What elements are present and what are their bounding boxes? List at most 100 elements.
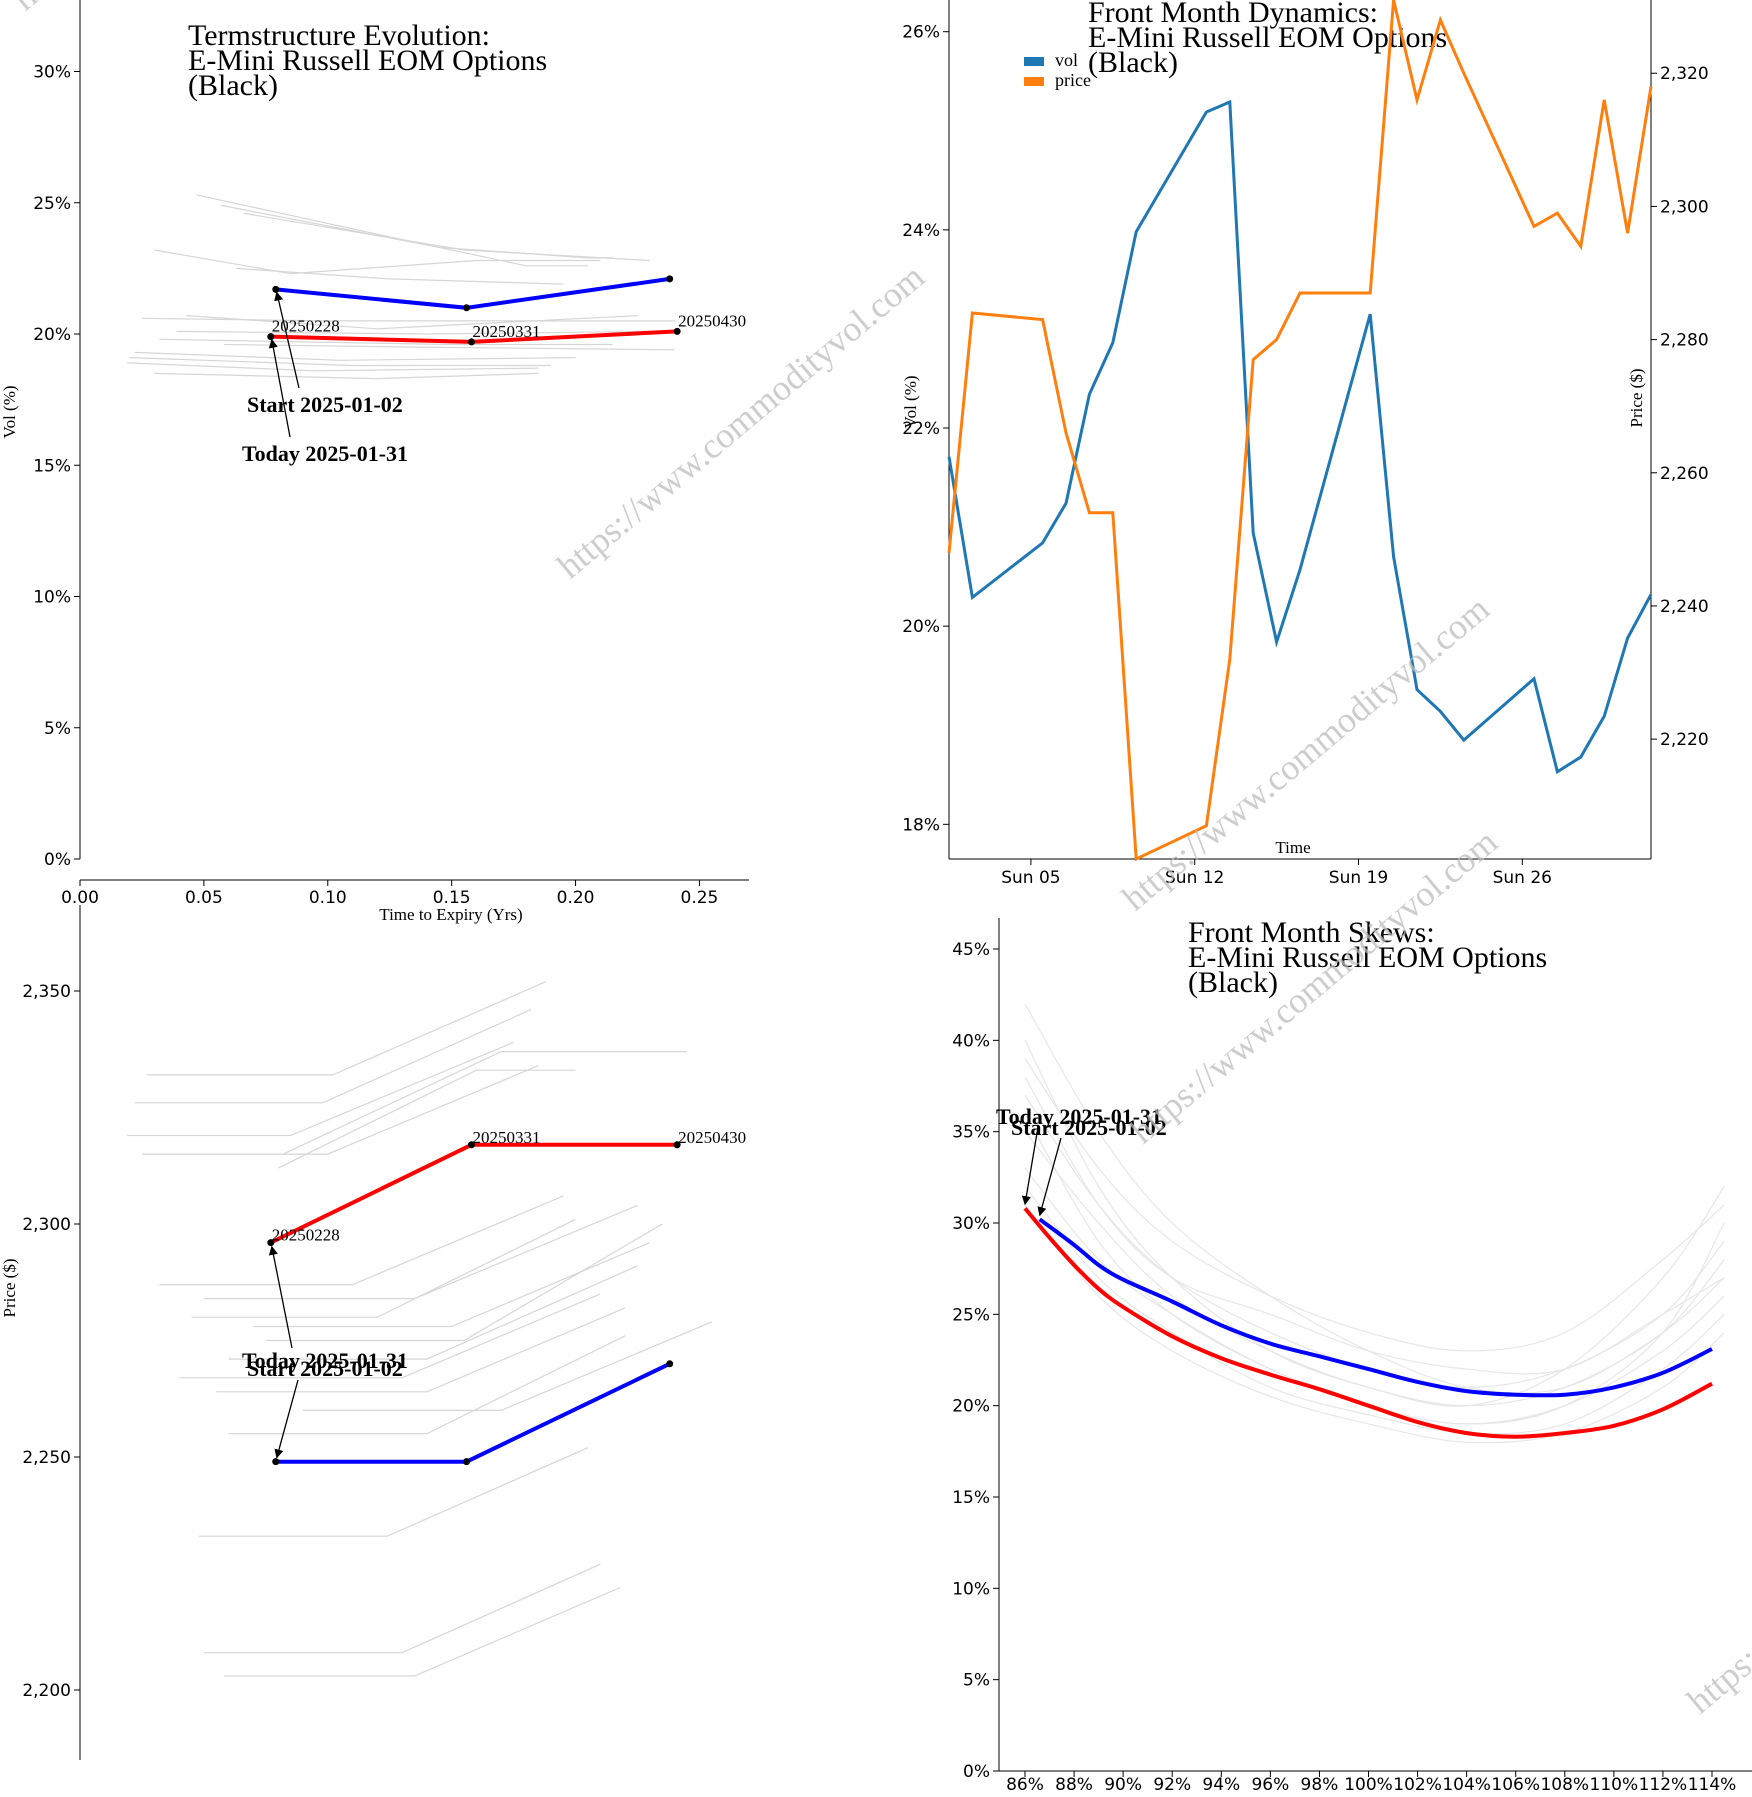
y-tick-label: 45%	[952, 940, 990, 960]
y-tick-label: 30%	[33, 63, 71, 83]
series-line-start	[275, 276, 670, 310]
x-tick: 112%	[1639, 1771, 1687, 1795]
y-tick-label: 15%	[952, 1488, 990, 1508]
y-tick-label: 20%	[952, 1397, 990, 1417]
watermark-text: https://www.commodityvol.com	[549, 256, 931, 586]
y-tick-label: 35%	[952, 1123, 990, 1143]
y-tick: 20%	[902, 617, 949, 637]
chart-title-line: (Black)	[188, 69, 278, 102]
y-tick: 45%	[952, 940, 999, 960]
y-tick: 30%	[33, 63, 80, 83]
annotation-arrow	[1037, 1137, 1062, 1217]
x-tick-label: Sun 19	[1329, 868, 1388, 888]
history-curve	[127, 1041, 514, 1137]
y-right-tick-label: 2,240	[1660, 597, 1709, 617]
x-tick: 0.05	[185, 880, 223, 908]
annotation-arrow	[1021, 1126, 1039, 1206]
chart-title-line: (Black)	[1188, 966, 1278, 999]
annotation-label: Start 2025-01-02	[247, 392, 403, 417]
point-label: 20250331	[472, 322, 540, 341]
skew-chart: 0% 5% 10% 15% 20% 25% 30% 35% 40% 45% 86% 88% 90% 92%…	[952, 916, 1752, 1795]
y-tick: 15%	[952, 1488, 999, 1508]
y-tick-label: 22%	[902, 419, 940, 439]
y-tick-label: 18%	[902, 815, 940, 835]
y-tick-label: 25%	[952, 1305, 990, 1325]
y-tick: 2,250	[22, 1448, 80, 1468]
x-tick: Sun 12	[1165, 859, 1224, 888]
x-tick: 0.00	[61, 880, 99, 908]
x-tick: 100%	[1344, 1771, 1393, 1795]
history-curve	[198, 1447, 589, 1537]
y-tick: 10%	[33, 588, 80, 608]
history-curve	[282, 1051, 688, 1155]
annotation-label: Today 2025-01-31	[996, 1104, 1162, 1129]
y-tick-label: 2,200	[22, 1681, 71, 1701]
y-tick-label: 2,250	[22, 1448, 71, 1468]
x-axis-title: Time to Expiry (Yrs)	[379, 905, 522, 924]
y-tick-label: 26%	[902, 23, 940, 43]
x-tick-label: 0.20	[557, 888, 595, 908]
history-curve	[191, 1218, 576, 1318]
y-tick: 40%	[952, 1031, 999, 1051]
x-tick-label: 114%	[1688, 1775, 1737, 1792]
chart-title-line: E-Mini Russell EOM Options	[188, 44, 547, 77]
series-line-today	[1023, 1207, 1713, 1439]
history-curve	[196, 194, 588, 267]
series-line-price	[947, 0, 1653, 862]
history-curve	[141, 1065, 539, 1155]
chart-title-line: (Black)	[1088, 46, 1178, 79]
x-tick: 94%	[1202, 1771, 1240, 1795]
history-curve	[134, 351, 576, 361]
history-curve	[216, 1307, 626, 1393]
data-point	[467, 338, 475, 346]
legend-label-price: price	[1055, 70, 1091, 90]
history-curve	[203, 1204, 638, 1300]
x-tick: 0.25	[681, 880, 718, 908]
legend-swatch-vol	[1024, 57, 1044, 66]
x-tick-label: 0.00	[61, 888, 99, 908]
x-tick-label: Sun 12	[1165, 868, 1224, 888]
history-curve	[228, 1265, 638, 1360]
y-tick: 30%	[952, 1214, 999, 1234]
history-curve	[176, 330, 650, 335]
y-tick: 18%	[902, 815, 949, 835]
x-tick: 86%	[1006, 1771, 1044, 1795]
x-tick-label: 94%	[1202, 1775, 1240, 1792]
data-point	[267, 1239, 275, 1247]
history-curve	[154, 249, 601, 275]
data-point	[272, 285, 280, 293]
y-tick-label: 20%	[33, 325, 71, 345]
annotation-label: Start 2025-01-02	[247, 1356, 403, 1381]
x-tick: 96%	[1251, 1771, 1289, 1795]
annotation-arrow	[268, 338, 291, 438]
x-axis-title: Time	[1275, 838, 1310, 857]
y-right-tick: 2,220	[1651, 730, 1709, 750]
annotation-arrow	[268, 1245, 293, 1349]
history-curve	[134, 1009, 532, 1104]
y-axis-title: Vol (%)	[901, 375, 920, 428]
history-skew-curve	[1024, 1204, 1725, 1444]
data-point	[463, 1458, 471, 1466]
y-right-tick-label: 2,280	[1660, 331, 1709, 351]
x-tick: 90%	[1104, 1771, 1142, 1795]
y-axis-title: Price ($)	[0, 1258, 19, 1317]
x-tick-label: 110%	[1590, 1775, 1639, 1792]
watermark-layer: https://www.commodityvol.com https://www.…	[4, 0, 1752, 1721]
y-tick-label: 40%	[952, 1031, 990, 1051]
x-tick: 110%	[1590, 1771, 1639, 1795]
y-right-tick: 2,280	[1651, 331, 1709, 351]
history-skew-curve	[1024, 1058, 1725, 1352]
y-tick-label: 10%	[33, 588, 71, 608]
y-tick-label: 15%	[33, 456, 71, 476]
y-tick: 20%	[33, 325, 80, 345]
history-skew-curve	[1024, 1040, 1725, 1407]
y-tick-label: 5%	[44, 719, 71, 739]
x-tick-label: 88%	[1055, 1775, 1093, 1792]
point-label: 20250430	[678, 311, 746, 330]
data-point	[467, 1141, 475, 1149]
y-tick: 25%	[33, 194, 80, 214]
series-line-start	[1038, 1217, 1713, 1398]
history-curve	[129, 357, 551, 367]
